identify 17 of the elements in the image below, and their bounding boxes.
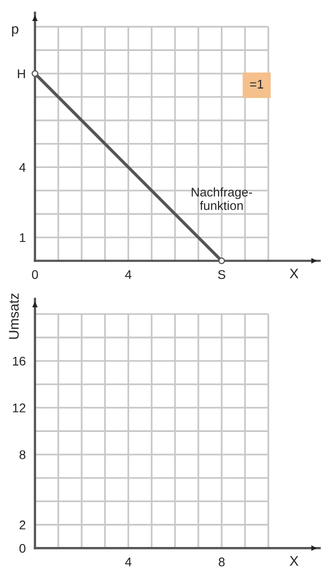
- x-tick-label: 4: [125, 270, 132, 279]
- y-tick-label: 1: [20, 233, 26, 242]
- y-tick-label: 8: [20, 450, 26, 460]
- y-tick-label: 2: [20, 520, 26, 530]
- annotation: =1: [250, 80, 264, 88]
- annotation: Nachfrage- funktion: [192, 187, 252, 210]
- y-tick-label: 16: [12, 356, 26, 366]
- y-tick-label: 0: [19, 544, 26, 553]
- x-tick-label: 0: [32, 270, 38, 280]
- x-axis-title: X: [290, 268, 298, 278]
- y-tick-label: 4: [19, 163, 26, 172]
- x-tick-label: S: [218, 270, 226, 280]
- y-axis-title: p: [12, 26, 18, 37]
- y-tick-label: H: [18, 69, 25, 78]
- x-axis-title: X: [290, 556, 298, 566]
- y-axis-title: Umsatz: [9, 293, 19, 339]
- y-tick-label: 12: [12, 404, 26, 412]
